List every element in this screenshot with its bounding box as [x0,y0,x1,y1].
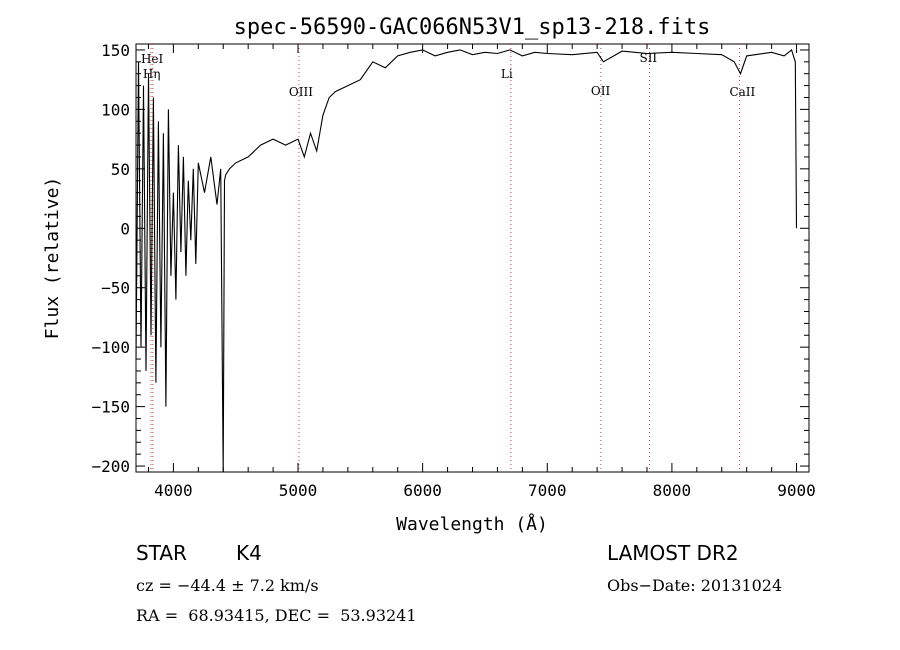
x-axis-label: Wavelength (Å) [396,513,548,535]
y-tick-label: −200 [91,457,130,476]
spectral-line-label: Li [501,67,513,81]
x-tick-label: 6000 [403,481,442,500]
y-tick-label: 0 [120,219,130,238]
spectral-line-label: CaII [729,85,755,99]
plot-frame [135,43,810,473]
spectral-line-label: OIII [289,85,313,99]
cz-value: cz = −44.4 ± 7.2 km/s [136,576,319,595]
subclass: K4 [236,541,262,565]
y-tick-label: 50 [111,160,130,179]
x-tick-label: 9000 [777,481,816,500]
y-tick-label: 150 [101,41,130,60]
y-tick-label: −100 [91,338,130,357]
y-tick-label: −150 [91,398,130,417]
y-tick-label: −50 [101,279,130,298]
spectrum-chart: spec-56590-GAC066N53V1_sp13-218.fits Wav… [42,15,816,535]
spectral-line-label: HeI [141,52,164,66]
ra-dec: RA = 68.93415, DEC = 53.93241 [136,606,417,625]
spectral-line-label: SII [639,51,657,65]
flux-series [135,48,798,473]
chart-title: spec-56590-GAC066N53V1_sp13-218.fits [234,15,711,40]
y-axis-label: Flux (relative) [42,177,63,340]
obs-date: Obs−Date: 20131024 [607,576,783,595]
spectral-line-label: OII [591,84,611,98]
flux-series-line [135,48,798,473]
object-class: STAR [136,541,187,565]
survey-label: LAMOST DR2 [607,541,739,565]
spectral-line-label: Hη [143,67,161,81]
y-tick-label: 100 [101,100,130,119]
x-tick-label: 4000 [154,481,193,500]
x-tick-label: 5000 [279,481,318,500]
x-tick-label: 7000 [528,481,567,500]
axis-ticks: 4000 5000 6000 7000 8000 9000 −200 −150 −100 −50 0… [91,41,815,500]
x-tick-label: 8000 [653,481,692,500]
